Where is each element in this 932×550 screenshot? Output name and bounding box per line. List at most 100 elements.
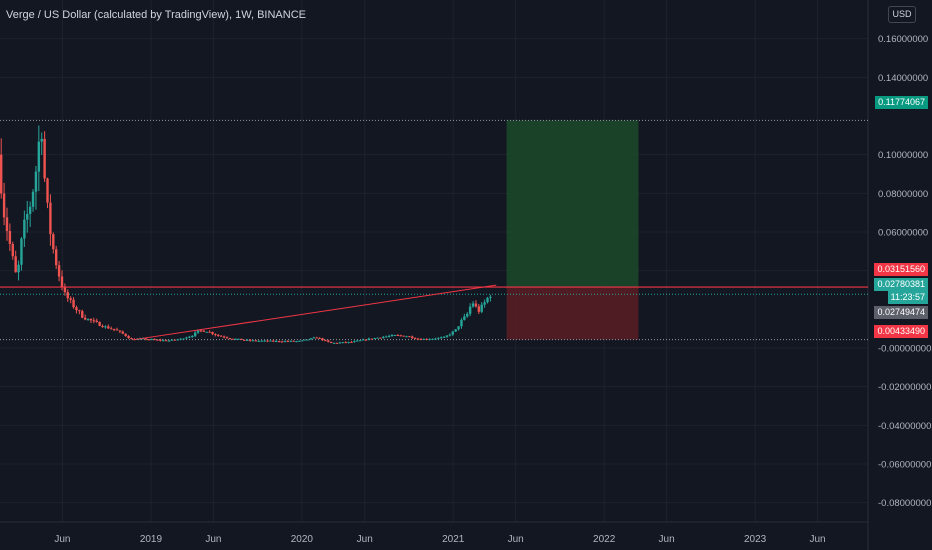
candle-body <box>170 339 174 341</box>
candle-body <box>2 193 6 218</box>
candle-body <box>396 335 399 337</box>
candle-body <box>367 338 371 341</box>
candle-body <box>217 334 220 336</box>
candle-body <box>298 340 301 342</box>
candle-body <box>101 325 104 328</box>
x-tick-label: Jun <box>205 534 221 545</box>
candle-body <box>14 256 17 273</box>
candle-body <box>107 326 110 329</box>
candle-body <box>489 296 492 298</box>
candle-body <box>437 337 440 339</box>
candle-body <box>466 313 469 317</box>
candle-body <box>95 320 98 322</box>
candle-body <box>219 335 223 337</box>
candle-body <box>390 335 394 337</box>
candle-body <box>118 330 122 332</box>
candle-body <box>89 318 93 321</box>
candle-body <box>153 339 156 341</box>
candle-body <box>52 234 55 250</box>
candle-body <box>445 335 449 337</box>
candle-body <box>173 339 177 341</box>
candle-body <box>463 316 466 320</box>
candle-body <box>460 319 463 327</box>
chart-title: Verge / US Dollar (calculated by Trading… <box>6 9 306 21</box>
candle-body <box>411 336 414 339</box>
candle-body <box>167 340 171 342</box>
candle-body <box>69 298 72 300</box>
candle-body <box>150 339 153 341</box>
candle-body <box>34 171 38 192</box>
candle-body <box>393 335 397 337</box>
candle-body <box>40 138 43 142</box>
candle-body <box>457 326 460 330</box>
candle-body <box>408 336 411 338</box>
candle-body <box>399 335 402 337</box>
candle-body <box>28 206 32 214</box>
candle-body <box>188 336 191 338</box>
candle-body <box>248 339 252 341</box>
candle-body <box>72 299 75 308</box>
candle-body <box>257 340 261 342</box>
candle-body <box>480 304 483 312</box>
candle-body <box>364 339 368 341</box>
candle-body <box>448 334 452 336</box>
candle-body <box>350 341 353 343</box>
profit-zone <box>506 120 639 288</box>
candle-body <box>156 339 159 341</box>
candle-body <box>199 330 203 332</box>
candle-body <box>147 339 151 341</box>
y-tick-label: 0.16000000 <box>878 34 928 45</box>
candle-body <box>243 339 246 341</box>
candle-body <box>483 302 486 305</box>
candle-body <box>289 340 292 342</box>
candle-body <box>164 340 168 342</box>
candle-body <box>344 342 347 344</box>
candle-body <box>92 320 96 322</box>
candle-body <box>75 307 78 311</box>
y-tick-label: 0.10000000 <box>878 150 928 161</box>
candle-body <box>191 336 194 338</box>
candle-body <box>353 341 356 343</box>
candle-body <box>428 339 431 341</box>
candle-body <box>306 339 310 341</box>
candle-body <box>419 339 423 341</box>
candle-body <box>269 340 272 342</box>
candle-body <box>338 342 342 344</box>
candle-body <box>263 340 266 342</box>
candle-body <box>205 331 208 333</box>
candle-body <box>425 338 428 340</box>
candle-body <box>370 338 373 340</box>
candle-body <box>26 213 29 220</box>
candle-body <box>324 340 327 342</box>
currency-button[interactable]: USD <box>888 6 916 23</box>
candle-body <box>57 265 61 277</box>
x-tick-label: 2019 <box>140 534 163 545</box>
candle-body <box>240 338 243 340</box>
target-price-tag: 0.11774067 <box>875 96 928 109</box>
candle-body <box>434 338 437 340</box>
candle-body <box>358 340 362 342</box>
x-tick-label: Jun <box>659 534 675 545</box>
candle-body <box>280 341 284 343</box>
candle-body <box>260 340 263 342</box>
candle-body <box>179 338 182 340</box>
candle-body <box>379 337 382 339</box>
candle-body <box>251 340 255 342</box>
candle-body <box>222 336 226 338</box>
candle-body <box>63 287 67 293</box>
candle-body <box>454 329 457 332</box>
candle-body <box>286 341 289 343</box>
candle-body <box>130 338 133 340</box>
candle-body <box>86 318 90 320</box>
candle-body <box>439 337 443 339</box>
candle-body <box>301 340 304 342</box>
candle-body <box>416 338 420 340</box>
candle-body <box>83 317 87 320</box>
x-tick-label: 2021 <box>442 534 465 545</box>
candle-body <box>202 330 206 332</box>
x-tick-label: Jun <box>54 534 70 545</box>
candle-body <box>11 243 14 257</box>
candle-body <box>121 331 124 334</box>
candle-body <box>225 337 229 339</box>
